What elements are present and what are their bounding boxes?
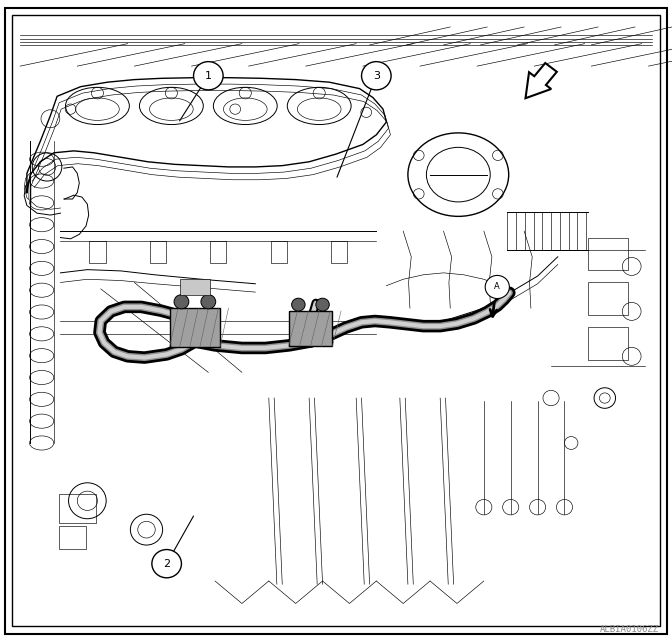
Bar <box>588 282 628 315</box>
Circle shape <box>485 275 509 299</box>
Text: ALBIA0106ZZ: ALBIA0106ZZ <box>599 625 659 634</box>
Bar <box>289 311 332 347</box>
Circle shape <box>194 62 223 90</box>
Bar <box>331 241 347 263</box>
Circle shape <box>201 295 216 309</box>
Circle shape <box>316 298 329 311</box>
Circle shape <box>174 295 189 309</box>
Bar <box>150 241 166 263</box>
Bar <box>169 308 220 347</box>
Bar <box>59 494 96 523</box>
FancyArrow shape <box>526 63 557 98</box>
Circle shape <box>292 298 305 311</box>
Bar <box>59 526 86 549</box>
Text: 1: 1 <box>205 71 212 81</box>
Text: 3: 3 <box>373 71 380 81</box>
Bar <box>271 241 287 263</box>
Bar <box>180 279 210 295</box>
Bar <box>588 238 628 270</box>
Circle shape <box>362 62 391 90</box>
Bar <box>89 241 106 263</box>
Text: 2: 2 <box>163 559 170 569</box>
Bar <box>210 241 226 263</box>
Bar <box>588 327 628 360</box>
Text: A: A <box>495 282 500 291</box>
Circle shape <box>152 550 181 578</box>
